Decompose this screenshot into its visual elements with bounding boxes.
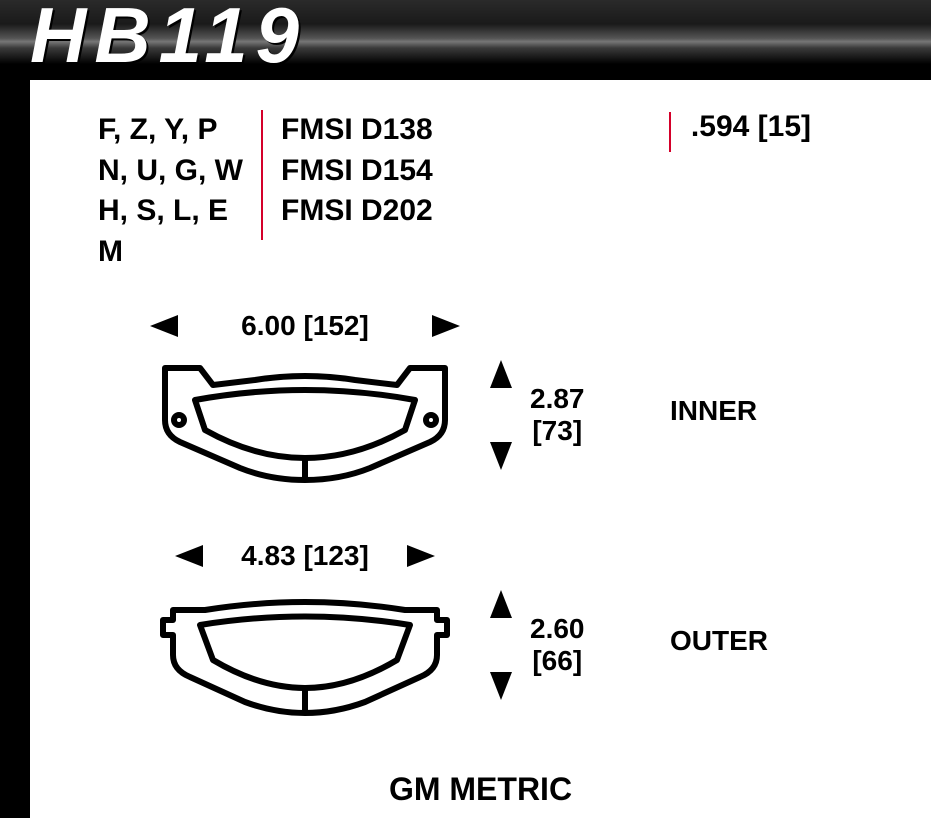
part-number-title: HB119 — [30, 0, 307, 81]
inner-width-dimension: 6.00 [152] — [150, 310, 460, 342]
spec-columns: F, Z, Y, P N, U, G, W H, S, L, E M FMSI … — [80, 110, 451, 272]
outer-width-dimension: 4.83 [123] — [175, 540, 435, 572]
dim-line: [73] — [530, 415, 585, 447]
inner-pad-label: INNER — [670, 395, 757, 427]
compound-row: F, Z, Y, P — [98, 110, 243, 151]
arrow-up-icon — [490, 590, 512, 618]
outer-pad-block: 4.83 [123] 2.60 [66] — [150, 540, 850, 730]
inner-height-dimension: 2.87 [73] — [490, 360, 585, 470]
thickness-value: .594 [15] — [691, 110, 811, 143]
dim-line: [66] — [530, 645, 585, 677]
fmsi-column: FMSI D138 FMSI D154 FMSI D202 — [263, 110, 451, 272]
outer-width-value: 4.83 [123] — [241, 540, 369, 572]
compound-codes-column: F, Z, Y, P N, U, G, W H, S, L, E M — [80, 110, 261, 272]
outer-pad-outline — [145, 580, 465, 730]
arrow-up-icon — [490, 360, 512, 388]
inner-height-value: 2.87 [73] — [530, 383, 585, 447]
arrow-right-icon — [407, 545, 435, 567]
compound-row: M — [98, 232, 243, 273]
dim-line: 2.60 — [530, 613, 585, 645]
arrow-down-icon — [490, 672, 512, 700]
dim-line: 2.87 — [530, 383, 585, 415]
arrow-right-icon — [432, 315, 460, 337]
fmsi-row: FMSI D138 — [281, 110, 433, 151]
column-separator — [669, 112, 671, 152]
compound-row: N, U, G, W — [98, 151, 243, 192]
product-family-label: GM METRIC — [30, 771, 931, 808]
height-arrows — [490, 590, 512, 700]
inner-pad-outline — [145, 350, 465, 500]
arrow-left-icon — [150, 315, 178, 337]
header-band: HB119 — [0, 0, 931, 80]
diagram-area: 6.00 [152] 2.87 [73] — [150, 310, 850, 770]
fmsi-row: FMSI D154 — [281, 151, 433, 192]
outer-height-value: 2.60 [66] — [530, 613, 585, 677]
arrow-left-icon — [175, 545, 203, 567]
outer-pad-label: OUTER — [670, 625, 768, 657]
inner-pad-block: 6.00 [152] 2.87 [73] — [150, 310, 850, 500]
inner-width-value: 6.00 [152] — [241, 310, 369, 342]
outer-height-dimension: 2.60 [66] — [490, 590, 585, 700]
thickness-spec: .594 [15] — [691, 110, 811, 144]
arrow-down-icon — [490, 442, 512, 470]
compound-row: H, S, L, E — [98, 191, 243, 232]
fmsi-row: FMSI D202 — [281, 191, 433, 232]
height-arrows — [490, 360, 512, 470]
frame-left-border — [0, 80, 30, 818]
content-area: F, Z, Y, P N, U, G, W H, S, L, E M FMSI … — [30, 80, 931, 818]
